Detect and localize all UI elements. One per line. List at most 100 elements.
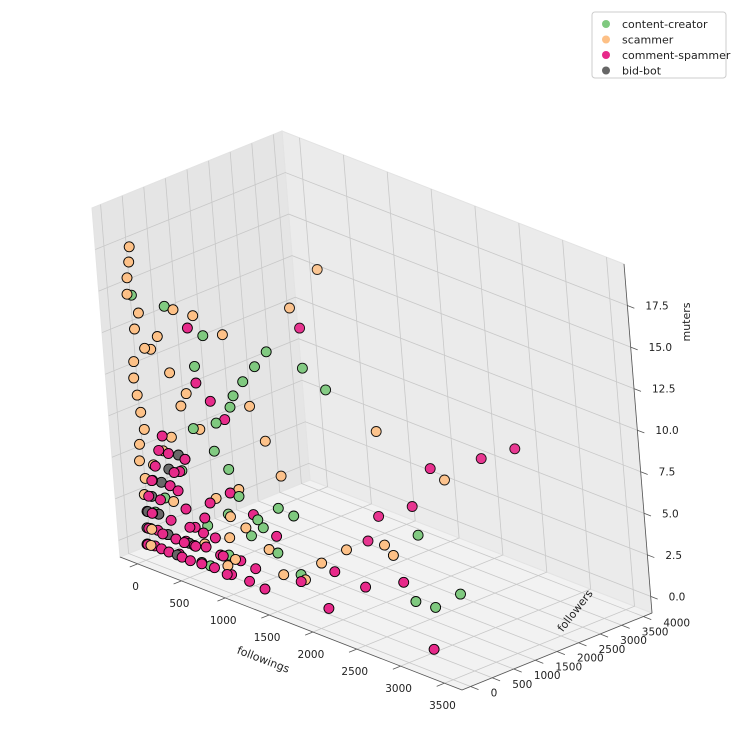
- point-comment-spammer-49: [184, 521, 196, 533]
- point-comment-spammer-6: [398, 576, 410, 588]
- point-comment-spammer-43: [153, 444, 165, 456]
- point-comment-spammer-33: [209, 562, 220, 574]
- point-comment-spammer-41: [146, 475, 158, 487]
- x-grid-line-7: [444, 257, 635, 684]
- y-tick-label-7: 3500: [642, 626, 669, 638]
- point-content-creator-0: [455, 588, 466, 600]
- point-comment-spammer-69: [178, 537, 190, 549]
- point-comment-spammer-10: [428, 643, 440, 655]
- z-tick-label-5: 12.5: [652, 384, 675, 396]
- point-comment-spammer-24: [146, 507, 158, 519]
- point-content-creator-13: [189, 360, 200, 372]
- point-comment-spammer-13: [271, 530, 283, 542]
- point-content-creator-5: [296, 362, 308, 374]
- z-tick-2: [643, 512, 652, 517]
- point-scammer-54: [225, 511, 236, 523]
- point-comment-spammer-40: [143, 490, 155, 502]
- point-scammer-36: [164, 367, 176, 379]
- point-content-creator-2: [410, 596, 422, 607]
- y-tick-0: [470, 686, 479, 690]
- point-comment-spammer-64: [157, 528, 169, 540]
- y-tick-3: [535, 659, 544, 664]
- point-scammer-9: [278, 569, 290, 581]
- point-comment-spammer-7: [360, 581, 372, 593]
- point-comment-spammer-9: [295, 576, 307, 588]
- z-tick-5: [633, 388, 642, 392]
- point-scammer-1: [284, 302, 295, 314]
- point-comment-spammer-70: [184, 555, 196, 567]
- z-tick-0: [650, 596, 658, 600]
- point-scammer-28: [134, 438, 145, 450]
- point-content-creator-20: [223, 463, 235, 475]
- x-tick-label-1: 500: [169, 598, 189, 610]
- point-comment-spammer-2: [424, 463, 436, 475]
- point-scammer-33: [151, 331, 163, 342]
- point-scammer-24: [128, 372, 140, 384]
- point-content-creator-6: [260, 346, 272, 358]
- y-tick-8: [643, 616, 652, 620]
- point-scammer-25: [131, 389, 143, 401]
- point-comment-spammer-1: [475, 453, 487, 465]
- z-tick-3: [640, 471, 648, 475]
- x-grid-line-5: [356, 223, 548, 650]
- point-scammer-22: [129, 323, 140, 335]
- point-content-creator-7: [249, 361, 260, 373]
- point-scammer-45: [146, 523, 158, 535]
- z-tick-label-6: 15.0: [649, 342, 672, 354]
- point-comment-spammer-39: [259, 583, 271, 595]
- point-comment-spammer-46: [168, 467, 180, 478]
- point-content-creator-8: [237, 376, 249, 388]
- z-tick-label-3: 7.5: [659, 467, 676, 479]
- grid-lines: [95, 134, 653, 691]
- y-grid-line-8: [273, 134, 644, 617]
- z-tick-6: [630, 346, 638, 351]
- point-comment-spammer-5: [362, 535, 374, 547]
- point-comment-spammer-32: [200, 541, 212, 553]
- y-grid-line-6: [229, 151, 601, 635]
- z-grid-line-7: [95, 172, 628, 306]
- point-comment-spammer-8: [329, 566, 341, 578]
- y-grid-line-0: [100, 204, 471, 687]
- point-scammer-48: [216, 329, 228, 341]
- x-axis-label: followings: [235, 644, 291, 676]
- x-tick-label-5: 2500: [341, 666, 368, 678]
- point-scammer-3: [439, 474, 450, 486]
- point-scammer-29: [134, 455, 145, 467]
- point-content-creator-3: [412, 529, 424, 541]
- x-grid-line-0: [137, 137, 328, 565]
- tick-labels: 0500100015002000250030003500050010001500…: [129, 301, 690, 712]
- point-content-creator-12: [197, 330, 209, 342]
- point-content-creator-16: [288, 510, 300, 522]
- z-tick-4: [637, 429, 645, 434]
- x-tick-label-7: 3500: [429, 700, 456, 712]
- x-tick-label-3: 1500: [254, 632, 281, 644]
- x-tick-label-4: 2000: [298, 649, 325, 661]
- y-tick-4: [556, 651, 566, 655]
- point-scammer-49: [244, 400, 256, 412]
- point-content-creator-28: [257, 522, 269, 534]
- legend-label-bid-bot: bid-bot: [622, 65, 662, 78]
- point-content-creator-9: [227, 390, 239, 402]
- z-tick-label-1: 2.5: [665, 550, 682, 562]
- point-content-creator-11: [210, 417, 222, 429]
- legend-marker-bid-bot: [602, 66, 610, 75]
- point-comment-spammer-11: [294, 322, 306, 334]
- point-content-creator-10: [224, 401, 236, 413]
- point-content-creator-18: [252, 514, 264, 526]
- x-tick-0: [129, 563, 138, 568]
- point-content-creator-1: [430, 601, 442, 613]
- point-scammer-23: [128, 356, 140, 368]
- point-content-creator-22: [187, 423, 199, 435]
- point-comment-spammer-3: [406, 501, 418, 512]
- legend: content-creator scammer comment-spammer bid…: [591, 11, 731, 79]
- legend-marker-comment-spammer: [602, 51, 610, 59]
- point-scammer-51: [275, 470, 287, 482]
- point-comment-spammer-38: [250, 563, 262, 575]
- z-grid-line-6: [98, 213, 631, 348]
- point-comment-spammer-4: [373, 510, 385, 522]
- y-tick-label-0: 0: [491, 688, 498, 700]
- data-points: [121, 241, 521, 655]
- point-scammer-0: [311, 264, 323, 275]
- point-comment-spammer-54: [204, 497, 216, 509]
